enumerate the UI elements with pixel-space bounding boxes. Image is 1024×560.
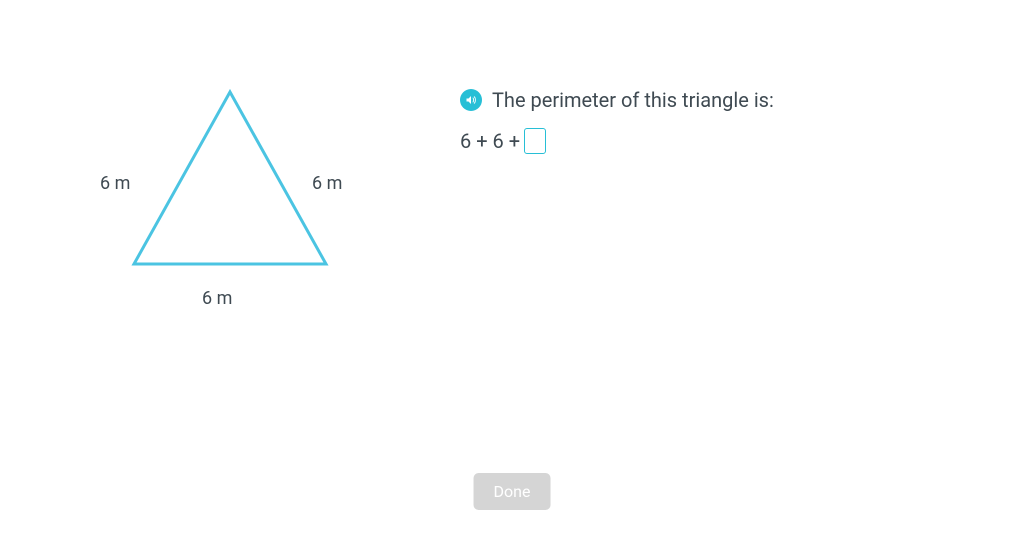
answer-input[interactable]: [524, 128, 546, 154]
main-container: 6 m 6 m 6 m The perimeter of this triang…: [0, 0, 1024, 328]
triangle-polygon: [134, 92, 326, 264]
speaker-icon: [465, 94, 477, 106]
question-row: The perimeter of this triangle is:: [460, 88, 984, 112]
question-text: The perimeter of this triangle is:: [492, 88, 774, 112]
triangle-shape: [130, 88, 330, 268]
figure-panel: 6 m 6 m 6 m: [0, 88, 460, 328]
side-label-right: 6 m: [312, 173, 342, 194]
audio-icon[interactable]: [460, 89, 482, 111]
done-button[interactable]: Done: [474, 473, 551, 510]
side-label-bottom: 6 m: [202, 288, 232, 309]
equation: 6 + 6 +: [460, 128, 984, 154]
side-label-left: 6 m: [100, 173, 130, 194]
triangle-figure: 6 m 6 m 6 m: [100, 88, 360, 328]
equation-prefix: 6 + 6 +: [460, 129, 520, 153]
question-panel: The perimeter of this triangle is: 6 + 6…: [460, 88, 1024, 328]
